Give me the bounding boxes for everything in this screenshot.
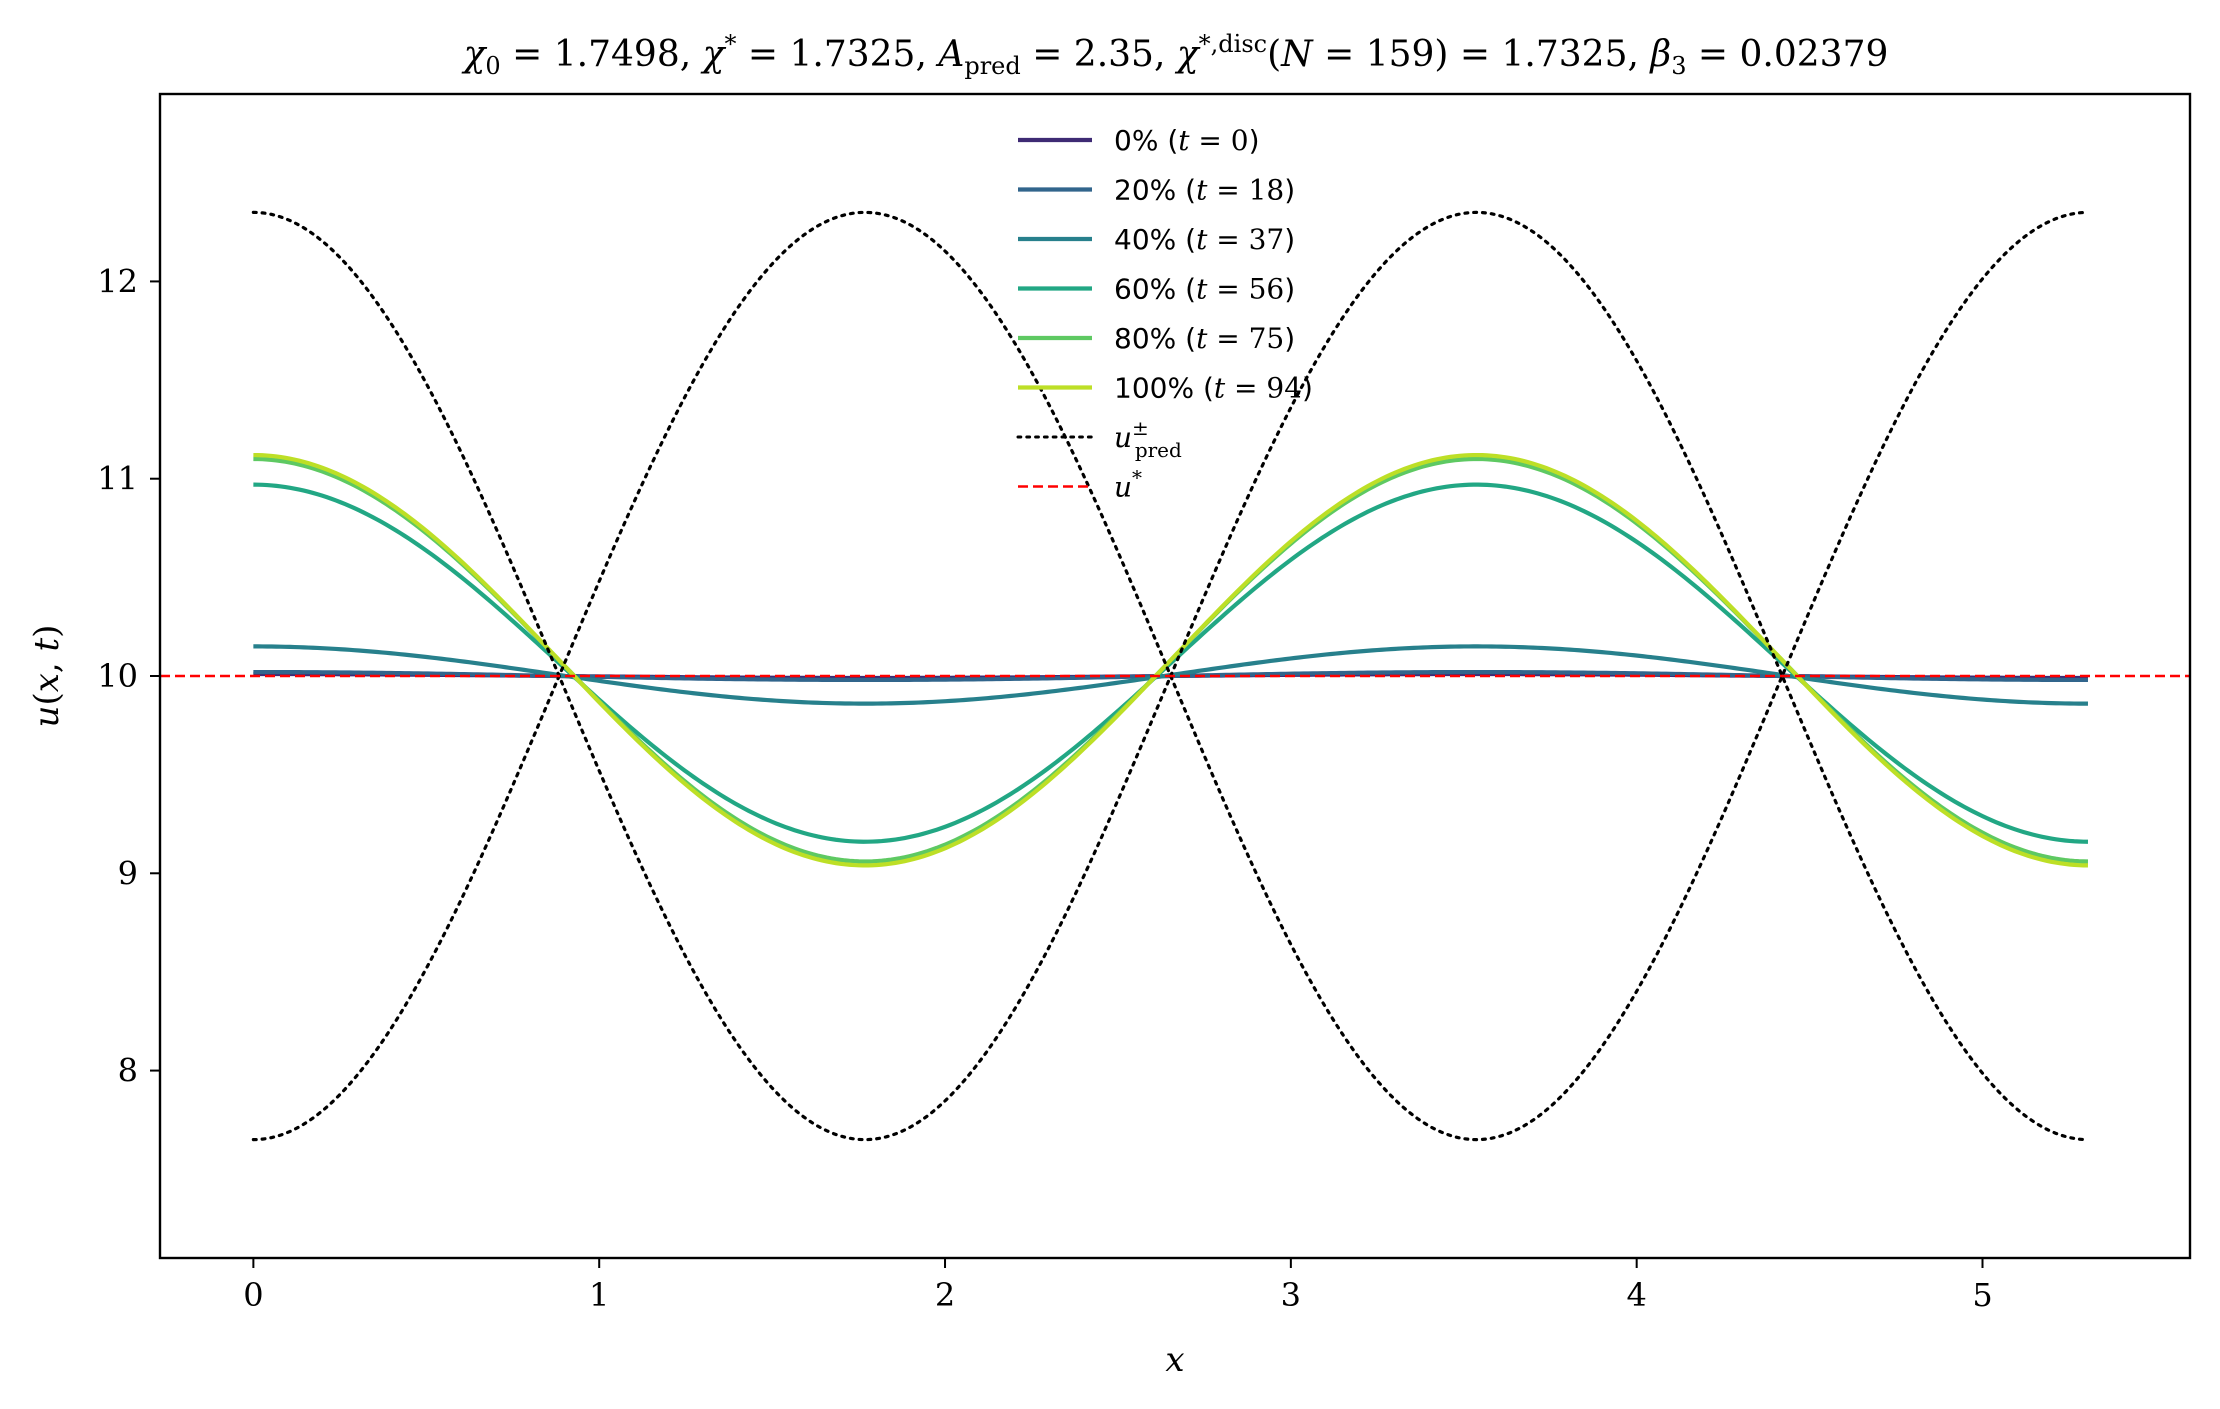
- legend-label-3: 60% (t = 56): [1114, 273, 1295, 306]
- legend-label-0: 0% (t = 0): [1114, 124, 1260, 157]
- y-tick-label: 9: [118, 854, 138, 892]
- legend: 0% (t = 0) 20% (t = 18) 40% (t = 37) 60% (t…: [1016, 124, 1313, 504]
- x-tick-label: 5: [1972, 1276, 1992, 1314]
- legend-label-6: u± pred: [1114, 416, 1182, 462]
- legend-label-2: 40% (t = 37): [1114, 223, 1295, 256]
- x-tick-label: 0: [243, 1276, 263, 1314]
- y-axis-label: u(x, t): [27, 625, 67, 728]
- legend-label-7: u*: [1114, 466, 1142, 504]
- plot-frame: [158, 92, 2192, 1260]
- y-tick-label: 11: [97, 460, 138, 498]
- chart-title: χ0 = 1.7498, χ* = 1.7325, Apred = 2.35, …: [461, 30, 1889, 80]
- legend-label-5: 100% (t = 94): [1114, 372, 1313, 405]
- y-tick-label: 12: [97, 262, 138, 300]
- x-tick-label: 3: [1281, 1276, 1301, 1314]
- x-tick-label: 1: [589, 1276, 609, 1314]
- x-tick-label: 4: [1626, 1276, 1646, 1314]
- x-tick-label: 2: [935, 1276, 955, 1314]
- x-axis-label: x: [1165, 1340, 1184, 1380]
- series-line-5: [253, 452, 2089, 868]
- legend-label-1: 20% (t = 18): [1114, 174, 1295, 207]
- y-tick-label: 10: [97, 657, 138, 695]
- series-group: [160, 210, 2190, 1142]
- legend-label-4: 80% (t = 75): [1114, 322, 1295, 355]
- y-tick-label: 8: [118, 1052, 138, 1090]
